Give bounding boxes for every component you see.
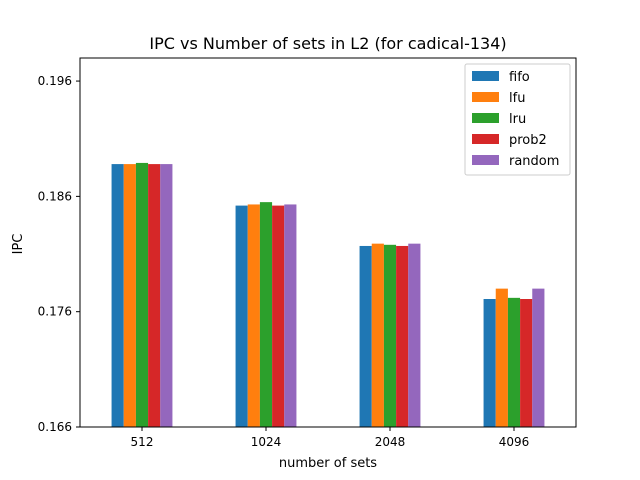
- y-tick-label: 0.166: [38, 420, 72, 434]
- legend-swatch-fifo: [472, 71, 499, 81]
- plot-frame: [79, 57, 577, 428]
- x-tick-label: 512: [131, 435, 154, 449]
- bar-lru-4096: [507, 297, 521, 427]
- legend-frame: [464, 63, 571, 176]
- x-tick-label: 1024: [251, 435, 282, 449]
- bar-random-2048: [408, 243, 421, 427]
- bar-lfu-512: [123, 164, 136, 427]
- bar-fifo-4096: [483, 299, 496, 427]
- bar-random-1024: [284, 204, 297, 427]
- legend-label-lfu: lfu: [509, 91, 525, 106]
- axes-layer: 0.166 0.176 0.186 0.196 512 1024 2048 4096: [38, 57, 577, 449]
- bar-lru-512: [135, 162, 149, 427]
- bar-lfu-1024: [247, 204, 260, 427]
- legend: fifo lfu lru prob2 random: [464, 63, 571, 176]
- bar-prob2-1024: [272, 205, 285, 427]
- legend-label-random: random: [509, 154, 559, 169]
- legend-label-fifo: fifo: [509, 70, 530, 85]
- bar-fifo-1024: [235, 205, 248, 427]
- legend-label-lru: lru: [509, 112, 526, 127]
- bar-lfu-4096: [495, 288, 508, 427]
- bar-fifo-512: [111, 164, 124, 427]
- legend-swatch-prob2: [472, 134, 499, 144]
- bar-lru-1024: [259, 202, 273, 427]
- legend-swatch-lfu: [472, 92, 499, 102]
- bar-fifo-2048: [359, 245, 372, 427]
- bar-lru-2048: [383, 244, 397, 427]
- x-axis-label: number of sets: [279, 456, 377, 471]
- chart-title: IPC vs Number of sets in L2 (for cadical…: [149, 34, 506, 53]
- legend-swatch-lru: [472, 113, 499, 123]
- bar-prob2-512: [148, 164, 161, 427]
- y-tick-label: 0.186: [38, 189, 72, 203]
- bar-prob2-4096: [520, 299, 533, 427]
- y-axis-label: IPC: [11, 234, 26, 255]
- bar-random-512: [160, 164, 173, 427]
- bars-layer: [111, 162, 545, 427]
- y-tick-label: 0.176: [38, 305, 72, 319]
- bar-prob2-2048: [396, 245, 409, 427]
- x-tick-label: 4096: [499, 435, 530, 449]
- legend-label-prob2: prob2: [509, 133, 547, 148]
- bar-lfu-2048: [371, 243, 384, 427]
- x-tick-label: 2048: [375, 435, 406, 449]
- bar-random-4096: [532, 288, 545, 427]
- y-tick-label: 0.196: [38, 74, 72, 88]
- legend-swatch-random: [472, 155, 499, 165]
